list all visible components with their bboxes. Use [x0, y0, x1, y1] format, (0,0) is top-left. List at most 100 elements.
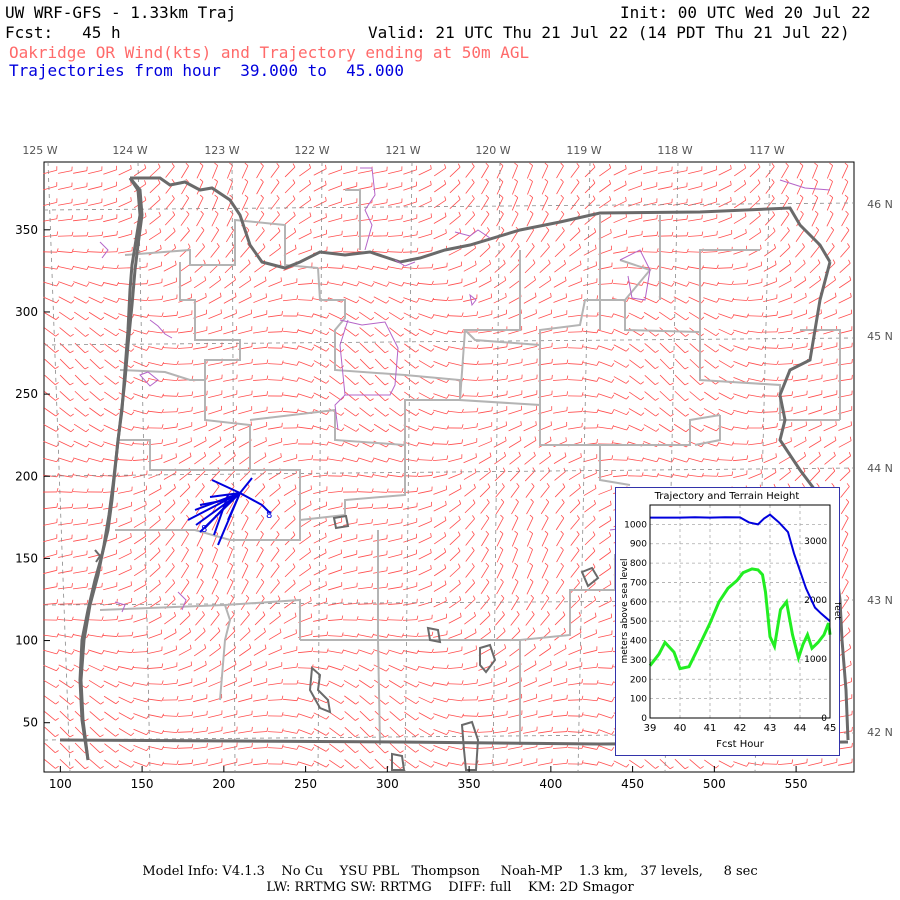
- wind-barb: [568, 260, 582, 272]
- wind-barb: [43, 281, 60, 287]
- wind-barb: [88, 633, 104, 638]
- wind-barb: [165, 163, 175, 178]
- inset-x-tick: 45: [824, 723, 837, 734]
- wind-barb: [252, 359, 269, 365]
- wind-barb: [177, 759, 194, 765]
- wind-barb: [733, 313, 750, 318]
- wind-barb: [673, 457, 690, 463]
- wind-barb: [493, 390, 508, 398]
- wind-barb: [448, 278, 463, 286]
- wind-barb: [88, 166, 103, 175]
- wind-barb: [148, 646, 163, 654]
- wind-barb: [496, 210, 504, 227]
- wind-barb: [177, 343, 194, 349]
- wind-barb: [284, 211, 296, 225]
- wind-barb: [387, 248, 404, 253]
- wind-barb: [480, 194, 490, 211]
- wind-barb: [465, 531, 475, 546]
- wind-barb: [43, 664, 60, 672]
- longitude-line: [664, 161, 679, 773]
- wind-barb: [283, 484, 297, 496]
- wind-barb: [541, 194, 549, 211]
- wind-barb: [479, 627, 492, 641]
- wind-barb: [118, 712, 135, 720]
- wind-barb: [179, 627, 192, 641]
- wind-barb: [418, 425, 435, 431]
- wind-barb: [210, 611, 220, 626]
- wind-barb: [43, 312, 60, 320]
- wind-barb: [133, 393, 150, 399]
- wind-barb: [133, 532, 147, 545]
- wind-barb: [298, 377, 315, 383]
- wind-barb: [779, 243, 791, 258]
- wind-barb: [104, 391, 120, 401]
- wind-barb: [104, 375, 119, 385]
- wind-barb: [689, 374, 704, 386]
- wind-barb: [511, 530, 519, 547]
- wind-barb: [628, 181, 642, 191]
- wind-barb: [732, 455, 749, 462]
- wind-barb: [555, 514, 565, 531]
- wind-barb: [133, 360, 150, 368]
- valid-time: Valid: 21 UTC Thu 21 Jul 22 (14 PDT Thu …: [368, 23, 850, 42]
- wind-barb: [358, 457, 375, 463]
- wind-barb: [344, 327, 360, 337]
- wind-barb: [359, 742, 374, 754]
- wind-barb: [523, 421, 537, 432]
- wind-barb: [343, 472, 359, 478]
- wind-barb: [208, 390, 223, 399]
- x-tick-label: 350: [458, 777, 481, 791]
- wind-barb: [118, 533, 132, 544]
- wind-barb: [389, 742, 404, 754]
- wind-barb: [58, 518, 73, 526]
- wind-barb: [73, 166, 88, 174]
- wind-barb: [748, 393, 764, 398]
- wind-barb: [598, 425, 614, 430]
- wind-barb: [688, 182, 703, 191]
- wind-barb: [541, 514, 549, 531]
- trajectory-markers: 8 8: [201, 510, 272, 535]
- wind-barb: [718, 180, 732, 192]
- wind-barb: [283, 377, 300, 382]
- inset-y-tick: 200: [630, 675, 647, 685]
- wind-barb: [732, 296, 749, 301]
- wind-barb: [133, 613, 148, 623]
- inset-y-tick: 0: [641, 714, 647, 724]
- wind-barb: [793, 292, 807, 304]
- wind-barb: [523, 390, 538, 399]
- wind-barb: [540, 226, 550, 243]
- wind-barb: [526, 194, 534, 211]
- wind-barb: [269, 611, 281, 625]
- wind-barb: [343, 440, 360, 448]
- wind-barb: [841, 578, 849, 595]
- wind-barb: [241, 562, 249, 579]
- wind-barb: [162, 376, 179, 381]
- wind-barb: [313, 581, 327, 592]
- wind-barb: [284, 579, 296, 593]
- wind-barb: [403, 197, 418, 207]
- longitude-line: [754, 161, 771, 773]
- wind-barb: [540, 611, 550, 626]
- wind-barb: [74, 311, 90, 321]
- wind-barb: [659, 358, 674, 370]
- inset-x-tick: 43: [764, 723, 777, 734]
- wind-barb: [359, 342, 374, 354]
- wind-barb: [567, 360, 584, 365]
- wind-barb: [58, 215, 73, 222]
- wind-barb: [42, 487, 59, 493]
- wind-barb: [526, 162, 534, 179]
- wind-barb: [553, 452, 567, 464]
- wind-barb: [72, 488, 89, 493]
- wind-barb: [178, 694, 193, 702]
- wind-barb: [418, 360, 435, 368]
- wind-barb: [193, 677, 207, 687]
- wind-barb: [148, 278, 163, 286]
- wind-barb: [195, 226, 205, 242]
- wind-barb: [253, 437, 267, 448]
- wind-barb: [343, 664, 360, 672]
- wind-barb: [195, 611, 205, 626]
- wind-barb: [433, 345, 450, 351]
- model-info-2: LW: RRTMG SW: RRTMG DIFF: full KM: 2D Sm…: [266, 880, 634, 895]
- wind-barb: [556, 178, 564, 195]
- wind-barb: [553, 661, 567, 671]
